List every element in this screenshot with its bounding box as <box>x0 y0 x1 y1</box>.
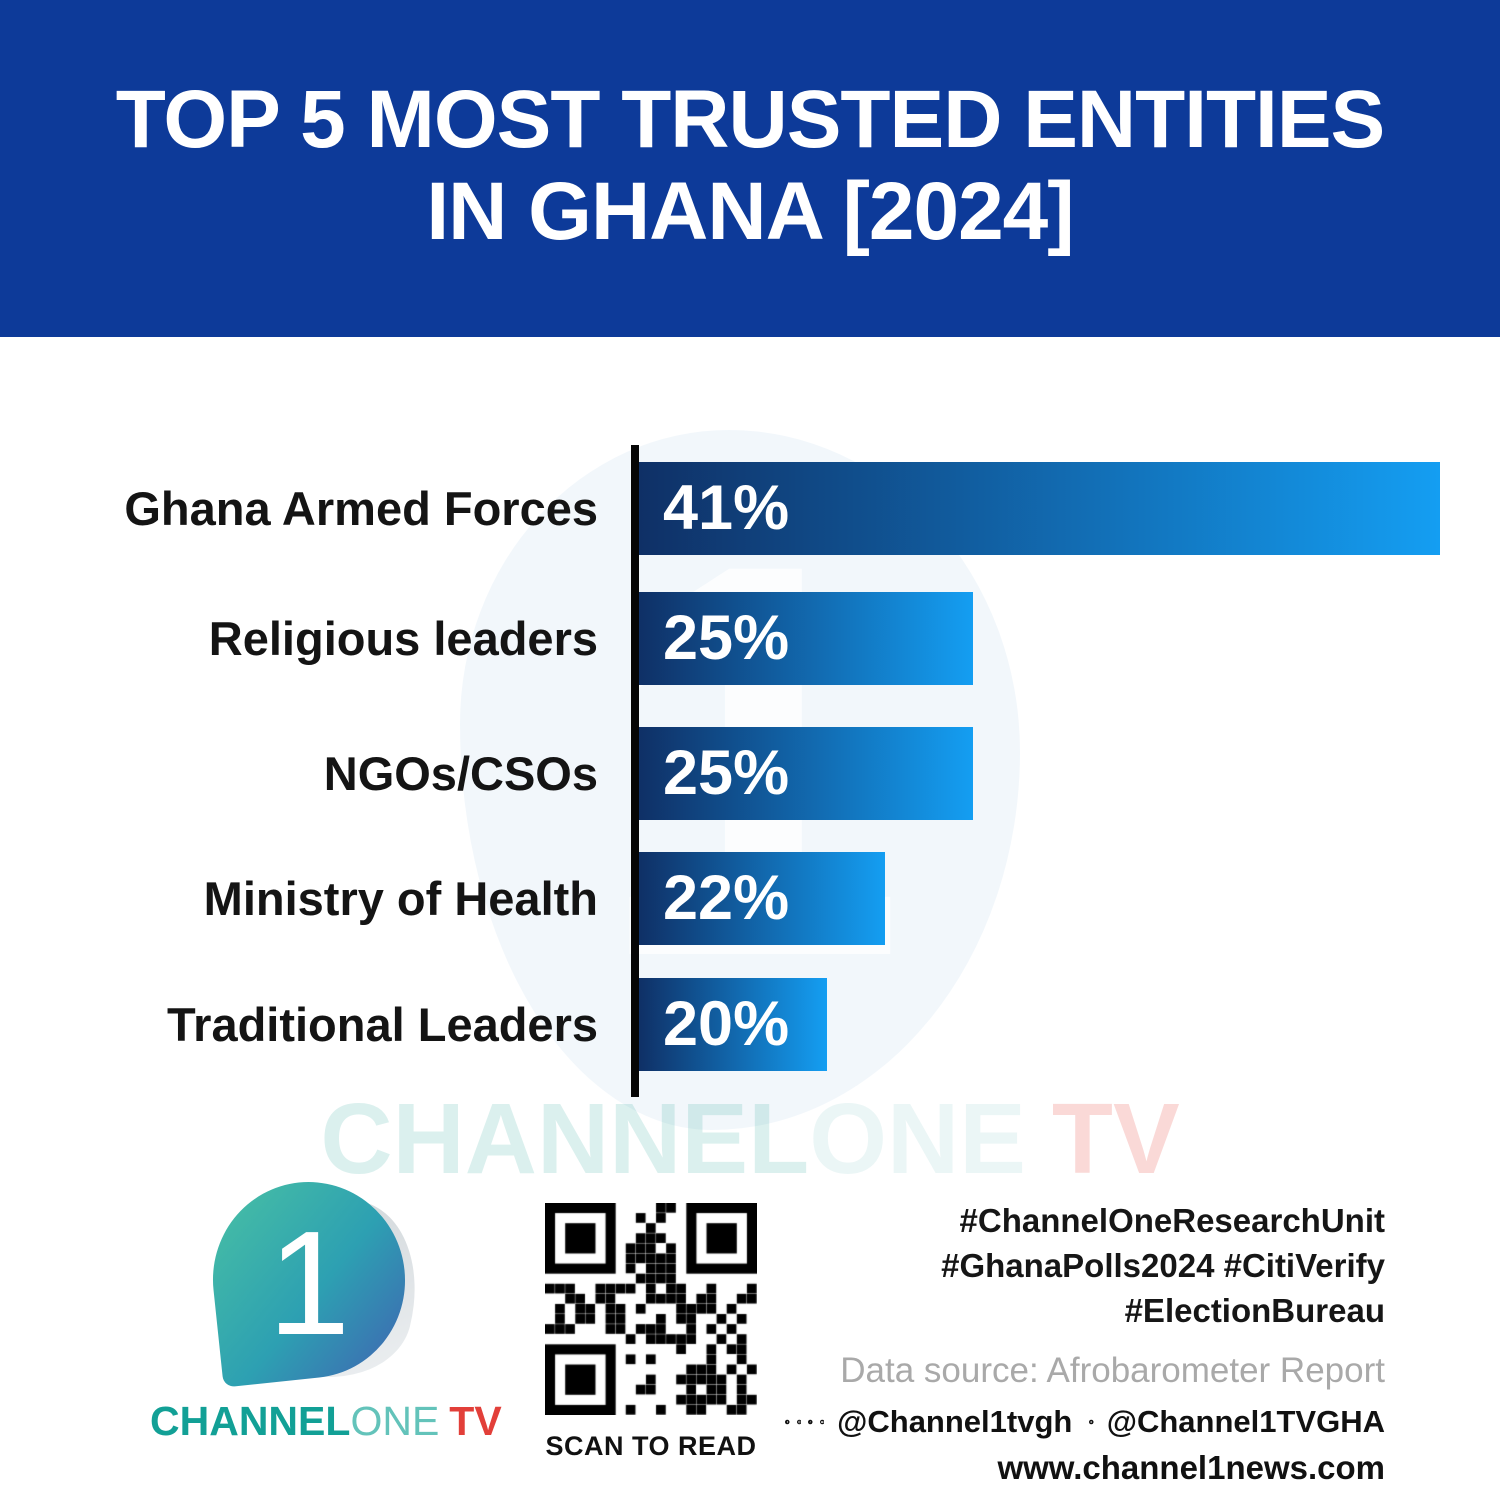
value-label: 20% <box>663 989 790 1059</box>
bar-traditional-leaders: 20% <box>639 978 827 1071</box>
social-handle-main: @Channel1tvgh <box>837 1404 1073 1439</box>
value-label: 41% <box>663 473 790 543</box>
bar-row: Traditional Leaders 20% <box>0 978 1500 1071</box>
bar-ghana-armed-forces: 41% <box>639 462 1440 555</box>
data-source-label: Data source: Afrobarometer Report <box>840 1351 1385 1390</box>
chart-axis-line <box>631 445 639 1097</box>
qr-code <box>545 1203 757 1415</box>
value-label: 25% <box>663 603 790 673</box>
facebook-icon: f <box>785 1419 790 1425</box>
value-label: 25% <box>663 738 790 808</box>
tiktok-icon: ♪ <box>808 1419 813 1425</box>
youtube-icon <box>819 1419 825 1425</box>
value-label: 22% <box>663 863 790 933</box>
bar-row: Ghana Armed Forces 41% <box>0 462 1500 555</box>
category-label-traditional-leaders: Traditional Leaders <box>167 998 598 1051</box>
footer-right-block: #ChannelOneResearchUnit #GhanaPolls2024 … <box>785 1198 1385 1487</box>
hashtag-line-2: #GhanaPolls2024 #CitiVerify <box>941 1247 1385 1284</box>
bar-ngos-csos: 25% <box>639 727 973 820</box>
svg-text:X: X <box>1091 1420 1093 1424</box>
page-title-line1: TOP 5 MOST TRUSTED ENTITIES <box>115 74 1385 165</box>
website-url: www.channel1news.com <box>997 1449 1385 1486</box>
social-row: f ♪ @Channel1tvgh X @ <box>785 1403 1385 1441</box>
category-label-ngos-csos: NGOs/CSOs <box>323 747 598 800</box>
wordmark-tv: TV <box>449 1398 502 1444</box>
bar-row: Ministry of Health 22% <box>0 852 1500 945</box>
hashtag-line-1: #ChannelOneResearchUnit <box>959 1202 1385 1239</box>
bar-ministry-of-health: 22% <box>639 852 885 945</box>
wordmark-channel: CHANNEL <box>150 1398 351 1444</box>
bar-religious-leaders: 25% <box>639 592 973 685</box>
channel-one-logo: 1 CHANNELONE TV <box>150 1172 502 1445</box>
channel-one-logo-mark: 1 <box>195 1172 437 1397</box>
category-label-ghana-armed-forces: Ghana Armed Forces <box>124 482 598 535</box>
page-title-line2: IN GHANA [2024] <box>426 166 1074 257</box>
x-icon: X <box>1089 1419 1094 1425</box>
svg-text:♪: ♪ <box>809 1420 811 1424</box>
header-banner: TOP 5 MOST TRUSTED ENTITIES IN GHANA [20… <box>0 0 1500 337</box>
channel-one-wordmark: CHANNELONE TV <box>150 1398 502 1445</box>
svg-text:f: f <box>787 1420 789 1424</box>
bar-row: NGOs/CSOs 25% <box>0 727 1500 820</box>
wordmark-one: ONE <box>350 1398 440 1444</box>
category-label-ministry-of-health: Ministry of Health <box>203 872 598 925</box>
social-handle-x: @Channel1TVGHA <box>1106 1404 1385 1439</box>
instagram-icon <box>796 1419 802 1425</box>
hashtag-line-3: #ElectionBureau <box>1124 1292 1385 1329</box>
logo-one-glyph: 1 <box>267 1201 351 1366</box>
qr-code-block: SCAN TO READ <box>545 1203 757 1462</box>
category-label-religious-leaders: Religious leaders <box>208 612 598 665</box>
bar-row: Religious leaders 25% <box>0 592 1500 685</box>
qr-caption: SCAN TO READ <box>545 1431 757 1461</box>
